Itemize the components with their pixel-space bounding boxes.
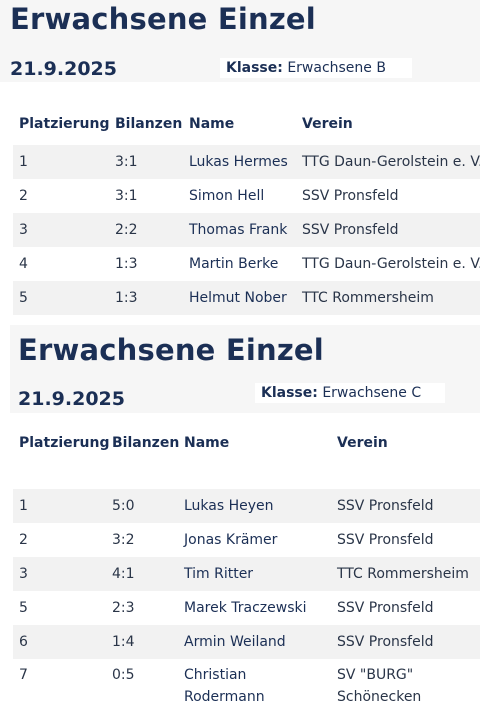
cell-club: TTG Daun-Gerolstein e. V. (302, 256, 480, 272)
cell-place: 5 (19, 600, 28, 616)
cell-club: SSV Pronsfeld (337, 532, 434, 548)
cell-place: 1 (19, 154, 28, 170)
cell-place: 3 (19, 566, 28, 582)
table-row: 1 3:1 Lukas Hermes TTG Daun-Gerolstein e… (13, 145, 480, 179)
table-row: 7 0:5 Christian Rodermann SV "BURG" Schö… (13, 659, 480, 711)
cell-name: Lukas Hermes (189, 154, 288, 170)
results-section-erwachsene-c: Erwachsene Einzel 21.9.2025 Klasse: Erwa… (0, 325, 480, 723)
cell-club: TTG Daun-Gerolstein e. V. (302, 154, 480, 170)
cell-name: Jonas Krämer (184, 532, 278, 548)
cell-score: 2:3 (112, 600, 135, 616)
cell-club: TTC Rommersheim (302, 290, 434, 306)
cell-score: 1:3 (115, 256, 138, 272)
column-header-platzierung: Platzierung (19, 435, 110, 451)
cell-score: 1:4 (112, 634, 135, 650)
cell-club: SSV Pronsfeld (337, 634, 434, 650)
column-header-name: Name (184, 435, 230, 451)
event-date: 21.9.2025 (18, 388, 125, 410)
cell-score: 2:2 (115, 222, 138, 238)
cell-name: Lukas Heyen (184, 498, 274, 514)
cell-name: Martin Berke (189, 256, 279, 272)
table-row: 1 5:0 Lukas Heyen SSV Pronsfeld (13, 489, 480, 523)
class-info: Klasse: Erwachsene C (255, 383, 445, 403)
results-table: 1 5:0 Lukas Heyen SSV Pronsfeld 2 3:2 Jo… (13, 489, 480, 711)
cell-name: Christian Rodermann (184, 667, 265, 705)
table-row: 6 1:4 Armin Weiland SSV Pronsfeld (13, 625, 480, 659)
cell-place: 6 (19, 634, 28, 650)
cell-name: Helmut Nober (189, 290, 287, 306)
cell-club: SSV Pronsfeld (337, 498, 434, 514)
section-title: Erwachsene Einzel (18, 333, 324, 367)
cell-score: 3:2 (112, 532, 135, 548)
cell-name: Armin Weiland (184, 634, 286, 650)
table-row: 4 1:3 Martin Berke TTG Daun-Gerolstein e… (13, 247, 480, 281)
table-row: 2 3:2 Jonas Krämer SSV Pronsfeld (13, 523, 480, 557)
class-label: Klasse: (226, 60, 283, 76)
cell-score: 3:1 (115, 154, 138, 170)
cell-place: 7 (19, 667, 28, 683)
cell-place: 2 (19, 188, 28, 204)
results-section-erwachsene-b: Erwachsene Einzel 21.9.2025 Klasse: Erwa… (0, 0, 480, 318)
cell-score: 1:3 (115, 290, 138, 306)
column-header-name: Name (189, 116, 235, 132)
cell-club: SSV Pronsfeld (302, 188, 399, 204)
section-title: Erwachsene Einzel (10, 2, 316, 36)
cell-place: 1 (19, 498, 28, 514)
table-row: 2 3:1 Simon Hell SSV Pronsfeld (13, 179, 480, 213)
event-date: 21.9.2025 (10, 58, 117, 80)
cell-score: 4:1 (112, 566, 135, 582)
class-info: Klasse: Erwachsene B (220, 58, 412, 78)
class-label: Klasse: (261, 385, 318, 401)
column-header-bilanzen: Bilanzen (112, 435, 180, 451)
cell-score: 5:0 (112, 498, 135, 514)
cell-score: 3:1 (115, 188, 138, 204)
cell-name: Marek Traczewski (184, 600, 307, 616)
table-row: 3 2:2 Thomas Frank SSV Pronsfeld (13, 213, 480, 247)
table-row: 5 2:3 Marek Traczewski SSV Pronsfeld (13, 591, 480, 625)
cell-score: 0:5 (112, 667, 135, 683)
column-header-verein: Verein (337, 435, 388, 451)
table-row: 3 4:1 Tim Ritter TTC Rommersheim (13, 557, 480, 591)
column-header-bilanzen: Bilanzen (115, 116, 183, 132)
cell-place: 3 (19, 222, 28, 238)
cell-name: Thomas Frank (189, 222, 288, 238)
cell-name: Simon Hell (189, 188, 265, 204)
class-value: Erwachsene B (287, 60, 386, 76)
cell-place: 4 (19, 256, 28, 272)
cell-place: 5 (19, 290, 28, 306)
cell-name: Tim Ritter (184, 566, 254, 582)
class-value: Erwachsene C (322, 385, 422, 401)
column-header-platzierung: Platzierung (19, 116, 110, 132)
results-table: 1 3:1 Lukas Hermes TTG Daun-Gerolstein e… (13, 145, 480, 315)
cell-club: TTC Rommersheim (337, 566, 469, 582)
cell-club: SV "BURG" Schönecken (337, 667, 422, 705)
cell-place: 2 (19, 532, 28, 548)
table-row: 5 1:3 Helmut Nober TTC Rommersheim (13, 281, 480, 315)
cell-club: SSV Pronsfeld (302, 222, 399, 238)
column-header-verein: Verein (302, 116, 353, 132)
cell-club: SSV Pronsfeld (337, 600, 434, 616)
